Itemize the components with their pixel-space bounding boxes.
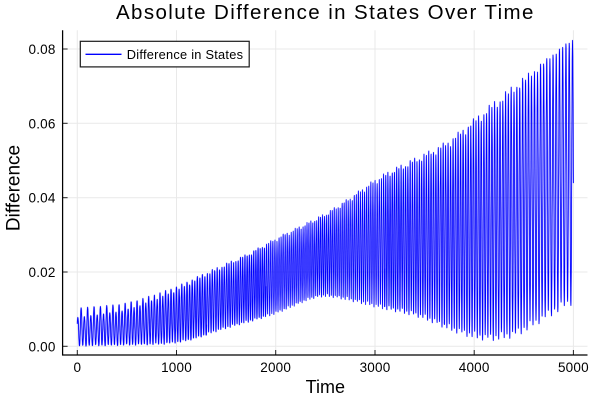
- svg-text:Difference: Difference: [4, 145, 25, 231]
- svg-text:0.06: 0.06: [29, 116, 56, 131]
- svg-text:0.04: 0.04: [29, 191, 56, 206]
- svg-text:Difference in States: Difference in States: [127, 47, 243, 62]
- svg-text:Absolute Difference in States: Absolute Difference in States Over Time: [116, 1, 535, 24]
- svg-text:2000: 2000: [260, 360, 291, 375]
- svg-text:5000: 5000: [558, 360, 589, 375]
- svg-text:0.02: 0.02: [29, 265, 56, 280]
- svg-text:4000: 4000: [459, 360, 490, 375]
- svg-text:3000: 3000: [360, 360, 391, 375]
- svg-text:0.08: 0.08: [29, 42, 56, 57]
- svg-text:0: 0: [73, 360, 81, 375]
- svg-text:Time: Time: [306, 377, 345, 397]
- svg-text:1000: 1000: [161, 360, 192, 375]
- svg-text:0.00: 0.00: [29, 339, 56, 354]
